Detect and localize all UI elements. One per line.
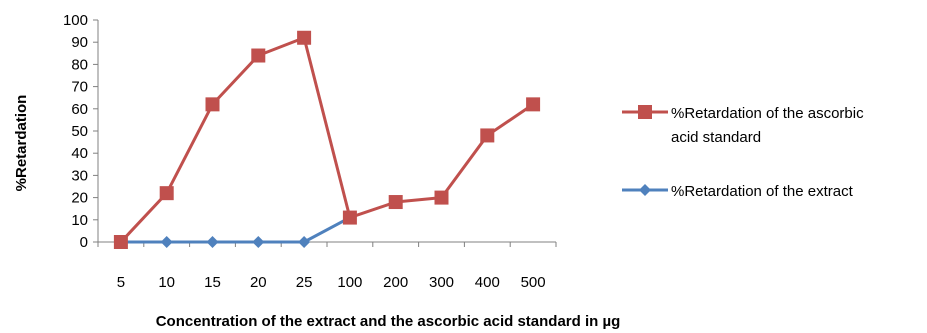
- legend-item: %Retardation of the extract: [622, 183, 854, 200]
- data-point: [206, 236, 219, 248]
- x-tick-label: 10: [158, 274, 175, 291]
- y-tick-label: 60: [71, 101, 88, 118]
- data-point: [252, 236, 265, 248]
- data-point: [297, 30, 312, 45]
- x-tick-label: 20: [250, 274, 267, 291]
- legend-marker: [639, 184, 651, 196]
- data-point: [298, 236, 311, 248]
- data-point: [160, 236, 173, 248]
- data-point: [113, 235, 128, 249]
- y-tick-label: 100: [63, 12, 88, 29]
- x-tick-label: 500: [521, 274, 546, 291]
- series-line: [120, 216, 351, 244]
- y-axis-ticks: 0 10 20 30 40 50 60 70 80 90 100: [63, 12, 98, 251]
- y-tick-label: 90: [71, 34, 88, 51]
- legend-label: %Retardation of the extract: [671, 183, 854, 200]
- series-layer: [113, 30, 541, 249]
- x-axis-title: Concentration of the extract and the asc…: [156, 313, 621, 330]
- y-tick-label: 40: [71, 145, 88, 162]
- y-axis-title: %Retardation: [13, 95, 30, 192]
- legend-label: %Retardation of the ascorbic: [671, 105, 864, 122]
- legend-item: %Retardation of the ascorbic acid standar…: [622, 105, 864, 146]
- x-tick-label: 400: [475, 274, 500, 291]
- series-extract: [114, 211, 356, 248]
- series-ascorbic-acid-standard: [113, 30, 541, 249]
- x-axis-ticks: 5 10 15 20 25 100 200 300 400 500: [97, 242, 557, 291]
- data-point: [480, 128, 495, 143]
- series-line: [119, 36, 534, 244]
- y-tick-label: 30: [71, 167, 88, 184]
- x-tick-label: 100: [337, 274, 362, 291]
- data-point: [388, 195, 403, 210]
- y-tick-label: 20: [71, 190, 88, 207]
- data-point: [526, 97, 541, 112]
- legend-marker: [638, 105, 652, 119]
- x-tick-label: 200: [383, 274, 408, 291]
- x-tick-label: 5: [117, 274, 125, 291]
- y-tick-label: 70: [71, 79, 88, 96]
- x-tick-label: 25: [296, 274, 313, 291]
- y-tick-label: 80: [71, 56, 88, 73]
- data-point: [342, 210, 357, 225]
- data-point: [251, 48, 266, 63]
- x-tick-label: 300: [429, 274, 454, 291]
- data-point: [159, 186, 174, 201]
- legend-label: acid standard: [671, 129, 761, 146]
- y-tick-label: 10: [71, 212, 88, 229]
- y-tick-label: 0: [80, 234, 88, 251]
- legend: %Retardation of the ascorbic acid standar…: [622, 105, 864, 200]
- data-point: [205, 97, 220, 112]
- y-tick-label: 50: [71, 123, 88, 140]
- x-tick-label: 15: [204, 274, 221, 291]
- data-point: [434, 190, 449, 205]
